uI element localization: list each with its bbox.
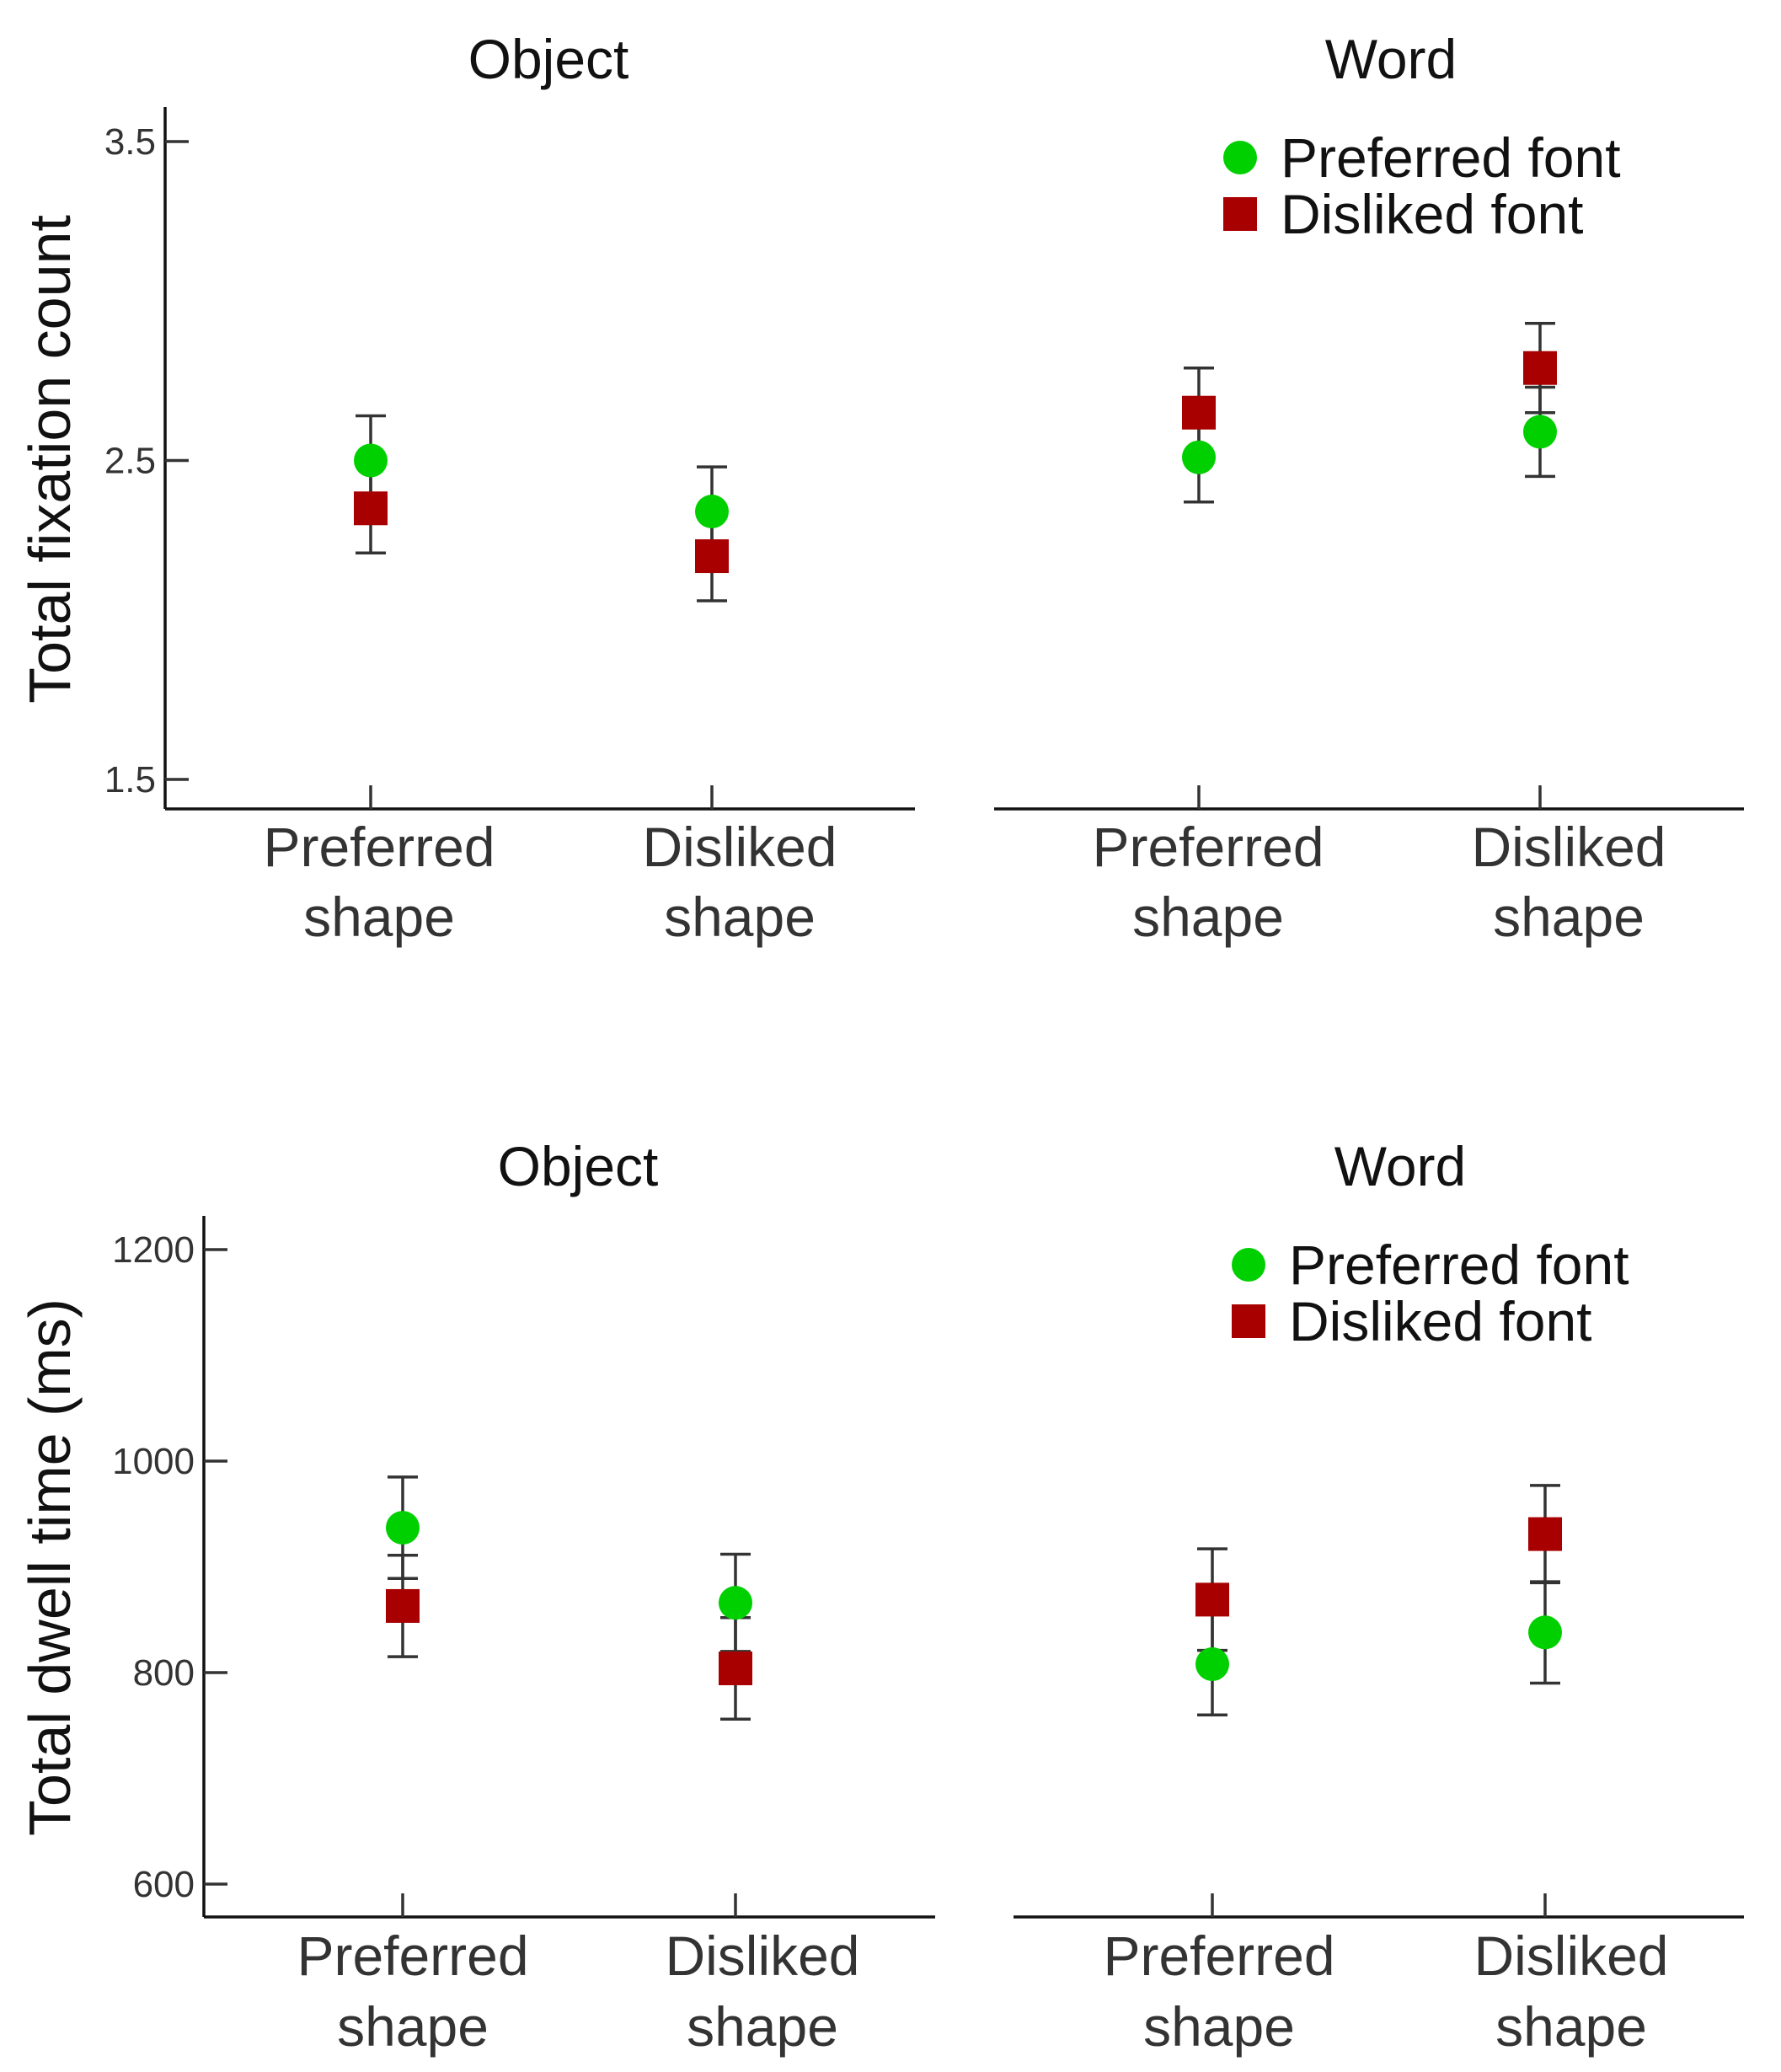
y-tick-label: 1200 bbox=[112, 1229, 195, 1271]
panel-4: Word Preferred shape Disliked shape Preferred… bbox=[1014, 1135, 1744, 2058]
legend-label: Preferred font bbox=[1281, 126, 1621, 189]
data-point-preferred-font bbox=[1528, 1615, 1562, 1650]
legend-square-marker bbox=[1223, 197, 1257, 231]
y-axis-title: Total dwell time (ms) bbox=[17, 1298, 83, 1836]
panel-3: Object 600 800 1000 1200 Total dwell time (ms… bbox=[17, 1135, 935, 2058]
y-tick-label: 2.5 bbox=[104, 441, 156, 482]
data-point-disliked-font bbox=[1182, 395, 1216, 430]
x-category-label: Disliked shape bbox=[642, 816, 837, 948]
legend-circle-marker bbox=[1232, 1248, 1265, 1282]
y-tick-label: 800 bbox=[133, 1652, 195, 1694]
data-point-disliked-font bbox=[1523, 351, 1557, 385]
data-point-preferred-font bbox=[1195, 1646, 1229, 1681]
data-point-preferred-font bbox=[1523, 415, 1557, 449]
y-tick-label: 3.5 bbox=[104, 121, 156, 163]
x-category-label: Preferred shape bbox=[1103, 1925, 1334, 2058]
legend-square-marker bbox=[1232, 1304, 1265, 1338]
panel-1: Object 1.5 2.5 3.5 Total fixation count Prefe… bbox=[17, 28, 915, 948]
x-category-label: Disliked shape bbox=[665, 1925, 859, 2058]
panel-title: Word bbox=[1325, 28, 1457, 90]
x-category-label: Preferred shape bbox=[263, 816, 495, 948]
legend-label: Disliked font bbox=[1281, 183, 1584, 245]
data-point-disliked-font bbox=[1195, 1582, 1229, 1617]
data-point-disliked-font bbox=[354, 491, 388, 526]
data-point-preferred-font bbox=[695, 495, 729, 529]
data-point-preferred-font bbox=[354, 443, 388, 478]
legend-label: Preferred font bbox=[1289, 1234, 1629, 1296]
x-category-label: Disliked shape bbox=[1471, 816, 1666, 948]
y-tick-label: 600 bbox=[133, 1864, 195, 1905]
panel-title: Object bbox=[468, 28, 629, 90]
legend-circle-marker bbox=[1223, 141, 1257, 174]
y-axis-title: Total fixation count bbox=[17, 215, 83, 704]
data-point-disliked-font bbox=[1528, 1517, 1562, 1551]
x-category-label: Preferred shape bbox=[297, 1925, 528, 2058]
data-point-disliked-font bbox=[719, 1651, 752, 1685]
x-category-label: Preferred shape bbox=[1092, 816, 1324, 948]
data-point-disliked-font bbox=[695, 539, 729, 574]
data-point-preferred-font bbox=[386, 1511, 420, 1545]
x-category-label: Disliked shape bbox=[1473, 1925, 1668, 2058]
panel-title: Word bbox=[1334, 1135, 1467, 1197]
data-point-preferred-font bbox=[1182, 440, 1216, 474]
y-tick-label: 1000 bbox=[112, 1441, 195, 1482]
legend-label: Disliked font bbox=[1289, 1290, 1592, 1352]
data-point-preferred-font bbox=[719, 1586, 752, 1620]
data-point-disliked-font bbox=[386, 1588, 420, 1623]
panel-title: Object bbox=[498, 1135, 659, 1197]
panel-2: Word Preferred shape Disliked shape Preferred… bbox=[994, 28, 1744, 948]
y-tick-label: 1.5 bbox=[104, 759, 156, 800]
